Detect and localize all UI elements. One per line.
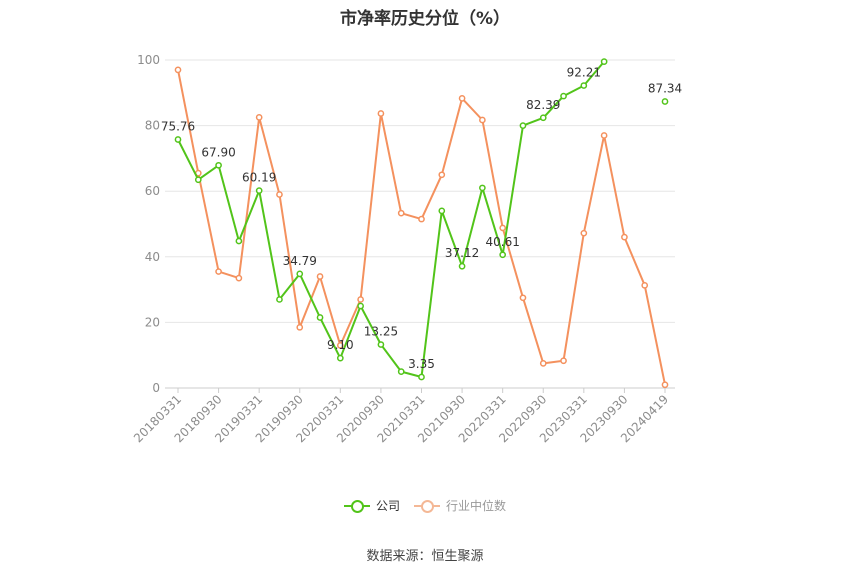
- data-point[interactable]: [336, 354, 344, 362]
- data-label: 34.79: [283, 254, 317, 268]
- data-point[interactable]: [235, 237, 243, 245]
- data-label: 13.25: [364, 325, 398, 339]
- y-tick-label: 40: [145, 250, 160, 264]
- data-point[interactable]: [560, 92, 567, 100]
- legend-item-industry-median[interactable]: 行业中位数: [414, 497, 506, 514]
- data-point[interactable]: [499, 224, 507, 232]
- data-point[interactable]: [357, 296, 364, 303]
- y-tick-label: 80: [145, 119, 160, 133]
- data-label: 82.39: [526, 98, 560, 112]
- data-label: 67.90: [201, 145, 235, 159]
- data-label: 37.12: [445, 246, 479, 260]
- data-point[interactable]: [316, 273, 324, 280]
- data-point[interactable]: [215, 268, 222, 275]
- data-point[interactable]: [276, 191, 283, 198]
- data-point[interactable]: [600, 58, 608, 65]
- data-point[interactable]: [479, 116, 486, 124]
- data-label: 87.34: [648, 82, 682, 96]
- legend: 公司 行业中位数: [0, 497, 850, 514]
- data-point[interactable]: [479, 184, 486, 192]
- data-point[interactable]: [438, 171, 446, 179]
- data-label: 40.61: [485, 235, 519, 249]
- legend-company-label: 公司: [375, 499, 400, 513]
- line-chart: 0204060801002018033120180930201903312019…: [131, 53, 682, 445]
- data-point[interactable]: [255, 187, 263, 194]
- data-point[interactable]: [235, 274, 243, 282]
- data-point[interactable]: [458, 262, 466, 270]
- data-point[interactable]: [539, 114, 547, 122]
- data-point[interactable]: [580, 82, 588, 89]
- data-point[interactable]: [377, 341, 385, 348]
- data-label: 3.35: [408, 357, 435, 371]
- axes: 0204060801002018033120180930201903312019…: [131, 53, 675, 445]
- gridlines: [165, 59, 675, 323]
- data-point[interactable]: [418, 215, 425, 223]
- data-point[interactable]: [357, 302, 364, 310]
- data-point[interactable]: [539, 360, 547, 367]
- data-point[interactable]: [296, 270, 304, 278]
- y-tick-label: 60: [145, 184, 160, 198]
- legend-industry-icon: [414, 499, 440, 513]
- data-point[interactable]: [336, 342, 344, 349]
- data-point[interactable]: [519, 122, 527, 129]
- data-point[interactable]: [397, 368, 405, 375]
- data-point[interactable]: [377, 110, 385, 117]
- data-point[interactable]: [499, 251, 507, 259]
- data-label: 75.76: [161, 120, 195, 134]
- data-point[interactable]: [174, 136, 182, 143]
- data-point[interactable]: [215, 161, 222, 169]
- series-industry-median: [174, 66, 669, 389]
- data-point[interactable]: [580, 229, 588, 237]
- chart-title: 市净率历史分位（%）: [339, 9, 511, 29]
- data-point[interactable]: [519, 294, 527, 302]
- data-point[interactable]: [641, 281, 649, 289]
- data-point[interactable]: [397, 209, 405, 217]
- data-label: 60.19: [242, 171, 276, 185]
- data-point[interactable]: [194, 176, 202, 184]
- series-company: [174, 58, 669, 381]
- data-point[interactable]: [560, 357, 567, 365]
- series-lines: [174, 58, 669, 389]
- data-point[interactable]: [458, 95, 466, 102]
- data-point[interactable]: [600, 132, 608, 139]
- data-point[interactable]: [174, 66, 182, 74]
- data-point[interactable]: [276, 296, 283, 303]
- data-point[interactable]: [255, 114, 263, 121]
- data-point[interactable]: [661, 98, 669, 105]
- data-point[interactable]: [621, 233, 628, 241]
- data-label: 9.10: [327, 338, 354, 352]
- y-tick-label: 20: [145, 315, 160, 329]
- data-point[interactable]: [316, 314, 324, 321]
- legend-item-company[interactable]: 公司: [343, 497, 400, 514]
- series-line: [177, 69, 666, 385]
- data-source-note: 数据来源：恒生聚源: [366, 549, 484, 564]
- data-point[interactable]: [418, 373, 425, 381]
- data-label: 92.21: [567, 66, 601, 80]
- y-tick-label: 100: [137, 53, 160, 67]
- legend-company-icon: [343, 499, 370, 513]
- legend-industry-label: 行业中位数: [446, 499, 507, 513]
- y-tick-label: 0: [152, 381, 160, 395]
- data-point[interactable]: [296, 323, 304, 331]
- data-point[interactable]: [438, 207, 446, 215]
- data-point[interactable]: [661, 381, 669, 389]
- data-labels: 75.76 67.90 60.19 34.79 9.10 13.25 3.35 37.12 40…: [161, 66, 682, 371]
